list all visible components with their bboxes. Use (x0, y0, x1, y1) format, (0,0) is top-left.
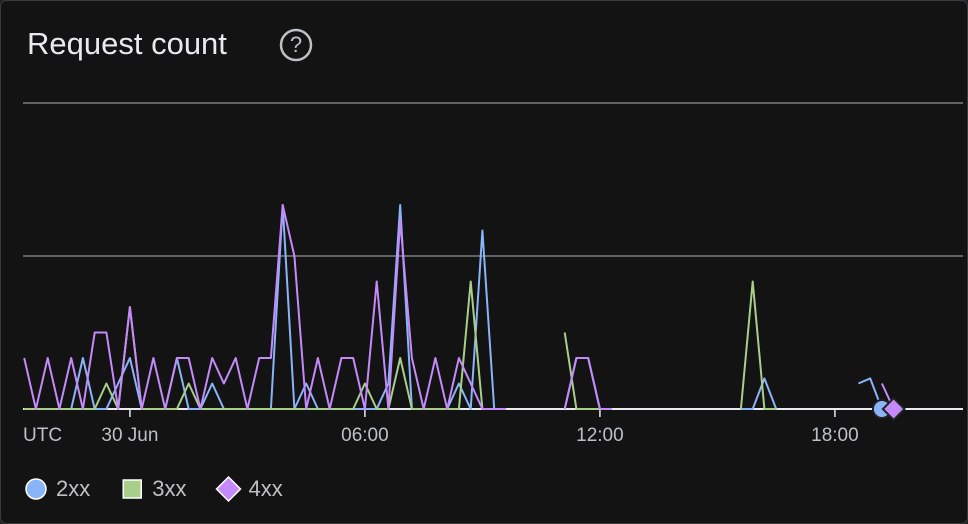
x-tick-label: 30 Jun (101, 425, 158, 446)
x-tick-label: 12:00 (576, 425, 624, 446)
help-icon[interactable] (279, 28, 313, 62)
x-axis-label: UTC (23, 425, 62, 446)
x-tick-label: 06:00 (341, 425, 389, 446)
legend-swatch (215, 475, 242, 503)
help-icon-glyph[interactable]: ? (290, 32, 302, 57)
legend-label: 3xx (152, 476, 186, 501)
last-point-marker (881, 396, 906, 422)
legend-swatch (122, 479, 142, 499)
chart-title: Request count (27, 26, 227, 61)
x-tick-label: 18:00 (811, 425, 859, 446)
legend-swatch (25, 478, 47, 500)
legend-label: 2xx (56, 476, 90, 501)
legend-label: 4xx (249, 476, 283, 501)
